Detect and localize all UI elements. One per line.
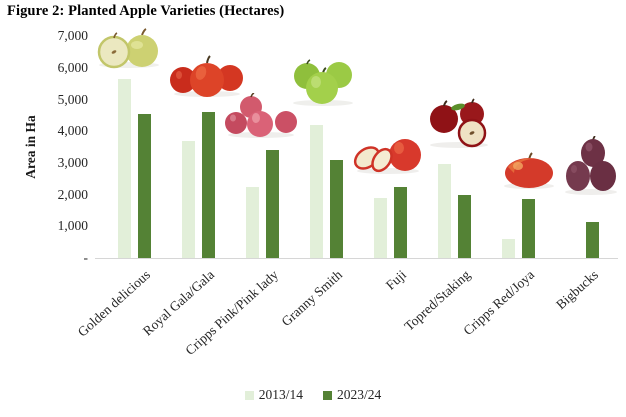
y-tick-label: 4,000 [57,123,88,139]
bar-2023-24-bigbucks [586,221,600,258]
chart-legend: 2013/14 2023/24 [0,387,626,403]
bar-2013-14-granny-smith [310,124,324,258]
bar-2013-14-cripps-red-joya [502,238,516,258]
y-tick-label: 6,000 [57,59,88,75]
royal-gala-apples-image [167,55,246,98]
legend-item-2023-24: 2023/24 [323,387,381,403]
fuji-apples-image [352,133,424,175]
legend-label: 2023/24 [337,387,382,402]
bar-2023-24-cripps-pink-pink-lady [266,150,280,258]
bar-2023-24-cripps-red-joya [522,199,536,258]
topred-apples-image [425,97,493,149]
legend-label: 2013/14 [258,387,303,402]
bigbucks-apples-image [561,136,621,196]
legend-swatch [323,390,332,400]
golden-delicious-apples-image [92,26,166,69]
bar-2023-24-fuji [394,186,408,258]
cripps-red-apple-image [500,151,558,190]
y-tick-label: 7,000 [57,28,88,44]
y-tick-label: 5,000 [57,91,88,107]
bar-2013-14-fuji [374,197,388,258]
cripps-pink-apples-image [224,93,298,139]
bar-2013-14-golden-delicious [118,78,132,258]
legend-swatch [244,390,254,400]
y-tick-label: 3,000 [57,154,88,170]
granny-smith-apples-image [288,57,358,107]
bar-2013-14-topred-staking [438,164,452,258]
bar-2023-24-royal-gala-gala [202,112,216,258]
y-tick-label: 1,000 [57,218,88,234]
y-tick-label: 2,000 [57,186,88,202]
y-tick-label: - [83,250,89,265]
bar-2013-14-royal-gala-gala [182,140,196,258]
x-axis-line [95,258,618,259]
chart-title: Figure 2: Planted Apple Varieties (Hecta… [7,3,285,19]
bar-2023-24-granny-smith [330,159,344,258]
bar-2023-24-topred-staking [458,194,472,258]
legend-item-2013-14: 2013/14 [244,387,303,403]
bar-2013-14-cripps-pink-pink-lady [246,186,260,258]
bar-2023-24-golden-delicious [138,113,152,258]
